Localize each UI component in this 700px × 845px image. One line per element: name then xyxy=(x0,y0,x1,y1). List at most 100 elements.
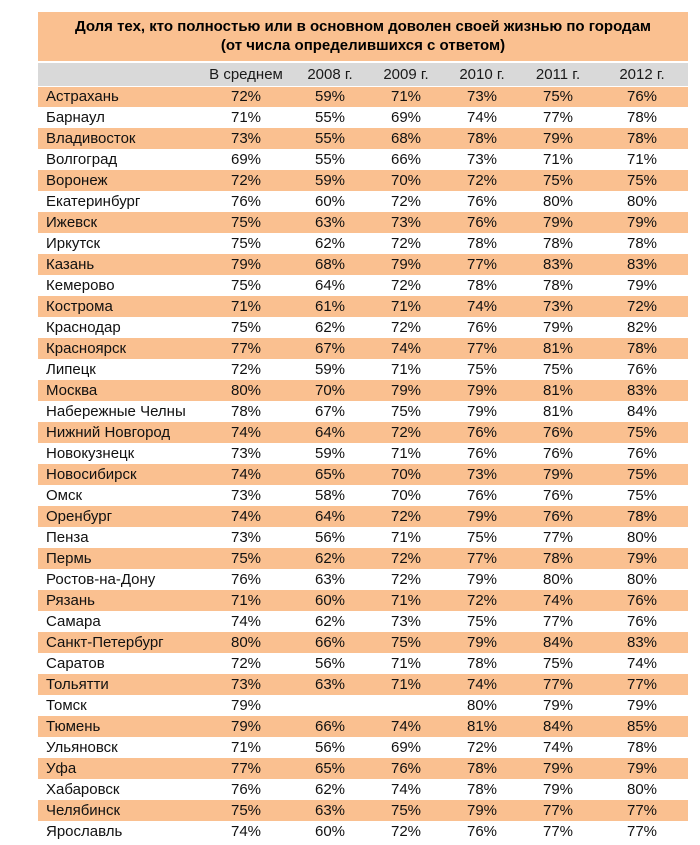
value-cell: 78% xyxy=(626,339,658,357)
value-cell: 75% xyxy=(230,234,262,252)
value-cell: 79% xyxy=(466,570,498,588)
value-cell: 73% xyxy=(390,213,422,231)
value-cell: 79% xyxy=(626,549,658,567)
value-cell: 73% xyxy=(542,297,574,315)
value-cell: 72% xyxy=(626,297,658,315)
table-row: Казань 79% 68% 79% 77% 83% 83% xyxy=(38,254,688,275)
value-cell: 72% xyxy=(230,360,262,378)
table-row: Омск 73% 58% 70% 76% 76% 75% xyxy=(38,485,688,506)
value-cell: 62% xyxy=(314,234,346,252)
value-cell: 77% xyxy=(626,822,658,840)
value-cell: 78% xyxy=(466,759,498,777)
value-cell: 74% xyxy=(542,738,574,756)
value-cell: 66% xyxy=(314,633,346,651)
value-cell: 63% xyxy=(314,801,346,819)
value-cell: 79% xyxy=(542,780,574,798)
value-cell: 82% xyxy=(626,318,658,336)
city-name: Тольятти xyxy=(46,675,109,693)
value-cell: 77% xyxy=(542,612,574,630)
value-cell: 77% xyxy=(626,675,658,693)
table-row: Ульяновск 71% 56% 69% 72% 74% 78% xyxy=(38,737,688,758)
value-cell: 69% xyxy=(390,738,422,756)
table-row: Оренбург 74% 64% 72% 79% 76% 78% xyxy=(38,506,688,527)
value-cell: 74% xyxy=(390,780,422,798)
value-cell: 80% xyxy=(626,570,658,588)
value-cell: 73% xyxy=(230,528,262,546)
value-cell: 76% xyxy=(466,318,498,336)
city-name: Пермь xyxy=(46,549,92,567)
value-cell: 80% xyxy=(542,570,574,588)
value-cell: 76% xyxy=(542,444,574,462)
value-cell: 76% xyxy=(466,423,498,441)
value-cell: 75% xyxy=(230,276,262,294)
header-row: В среднем 2008 г. 2009 г. 2010 г. 2011 г… xyxy=(38,63,688,87)
city-name: Красноярск xyxy=(46,339,127,357)
value-cell: 70% xyxy=(314,381,346,399)
table-row: Воронеж 72% 59% 70% 72% 75% 75% xyxy=(38,170,688,191)
value-cell: 74% xyxy=(230,822,262,840)
value-cell: 74% xyxy=(466,108,498,126)
value-cell: 64% xyxy=(314,276,346,294)
column-header-2011: 2011 г. xyxy=(520,63,596,87)
city-name: Иркутск xyxy=(46,234,101,252)
value-cell: 71% xyxy=(390,360,422,378)
city-name: Нижний Новгород xyxy=(46,423,171,441)
column-header-2009: 2009 г. xyxy=(368,63,444,87)
value-cell: 77% xyxy=(542,675,574,693)
value-cell: 74% xyxy=(466,297,498,315)
value-cell: 72% xyxy=(466,171,498,189)
city-name: Астрахань xyxy=(46,87,119,105)
value-cell: 69% xyxy=(230,150,262,168)
value-cell: 84% xyxy=(542,633,574,651)
value-cell: 76% xyxy=(230,570,262,588)
table-row: Иркутск 75% 62% 72% 78% 78% 78% xyxy=(38,233,688,254)
value-cell: 76% xyxy=(390,759,422,777)
table-row: Краснодар 75% 62% 72% 76% 79% 82% xyxy=(38,317,688,338)
city-name: Пенза xyxy=(46,528,89,546)
value-cell: 71% xyxy=(230,591,262,609)
value-cell: 75% xyxy=(466,360,498,378)
table-title: Доля тех, кто полностью или в основном д… xyxy=(38,12,688,63)
value-cell: 71% xyxy=(626,150,658,168)
value-cell: 66% xyxy=(390,150,422,168)
value-cell: 74% xyxy=(542,591,574,609)
value-cell: 78% xyxy=(542,549,574,567)
value-cell: 78% xyxy=(230,402,262,420)
city-name: Набережные Челны xyxy=(46,402,186,420)
value-cell: 85% xyxy=(626,717,658,735)
value-cell: 76% xyxy=(542,423,574,441)
value-cell: 79% xyxy=(542,318,574,336)
value-cell: 75% xyxy=(626,423,658,441)
value-cell: 75% xyxy=(230,318,262,336)
value-cell: 77% xyxy=(230,339,262,357)
table-row: Санкт-Петербург 80% 66% 75% 79% 84% 83% xyxy=(38,632,688,653)
value-cell: 77% xyxy=(542,801,574,819)
city-name: Уфа xyxy=(46,759,77,777)
value-cell: 71% xyxy=(390,675,422,693)
value-cell: 76% xyxy=(626,360,658,378)
value-cell: 81% xyxy=(466,717,498,735)
value-cell: 75% xyxy=(542,87,574,105)
table-row: Набережные Челны 78% 67% 75% 79% 81% 84% xyxy=(38,401,688,422)
value-cell: 76% xyxy=(230,780,262,798)
value-cell: 79% xyxy=(230,717,262,735)
city-name: Екатеринбург xyxy=(46,192,141,210)
value-cell xyxy=(292,695,368,716)
value-cell: 80% xyxy=(230,633,262,651)
value-cell: 75% xyxy=(626,486,658,504)
value-cell: 74% xyxy=(390,717,422,735)
value-cell: 83% xyxy=(626,633,658,651)
city-name: Рязань xyxy=(46,591,95,609)
column-header-average: В среднем xyxy=(200,63,292,87)
table-row: Тольятти 73% 63% 71% 74% 77% 77% xyxy=(38,674,688,695)
value-cell: 81% xyxy=(542,381,574,399)
value-cell: 79% xyxy=(542,696,574,714)
city-name: Томск xyxy=(46,696,87,714)
value-cell: 72% xyxy=(390,423,422,441)
city-name: Ярославль xyxy=(46,822,123,840)
value-cell: 78% xyxy=(626,738,658,756)
value-cell: 75% xyxy=(390,402,422,420)
value-cell: 76% xyxy=(542,486,574,504)
table-row: Тюмень 79% 66% 74% 81% 84% 85% xyxy=(38,716,688,737)
value-cell: 72% xyxy=(466,738,498,756)
